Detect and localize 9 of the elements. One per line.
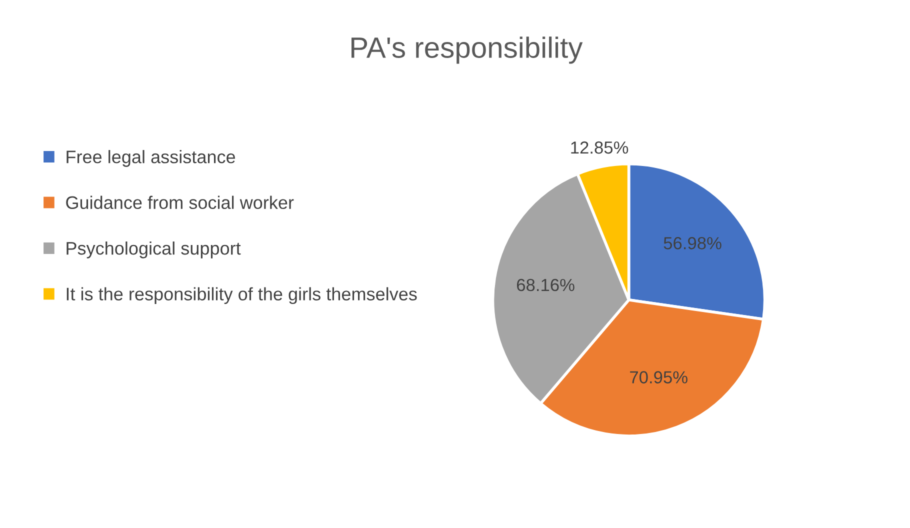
legend-label: Psychological support [66, 241, 241, 258]
legend-label: Free legal assistance [66, 150, 236, 167]
chart-title: PA's responsibility [352, 36, 583, 64]
legend-label: It is the responsibility of the girls themselves [66, 287, 417, 304]
legend-label: Guidance from social worker [66, 196, 294, 210]
data-label: 56.98% [664, 237, 722, 250]
data-label: 70.95% [630, 371, 688, 384]
data-label: 68.16% [516, 278, 574, 292]
data-label: 12.85% [571, 141, 628, 154]
